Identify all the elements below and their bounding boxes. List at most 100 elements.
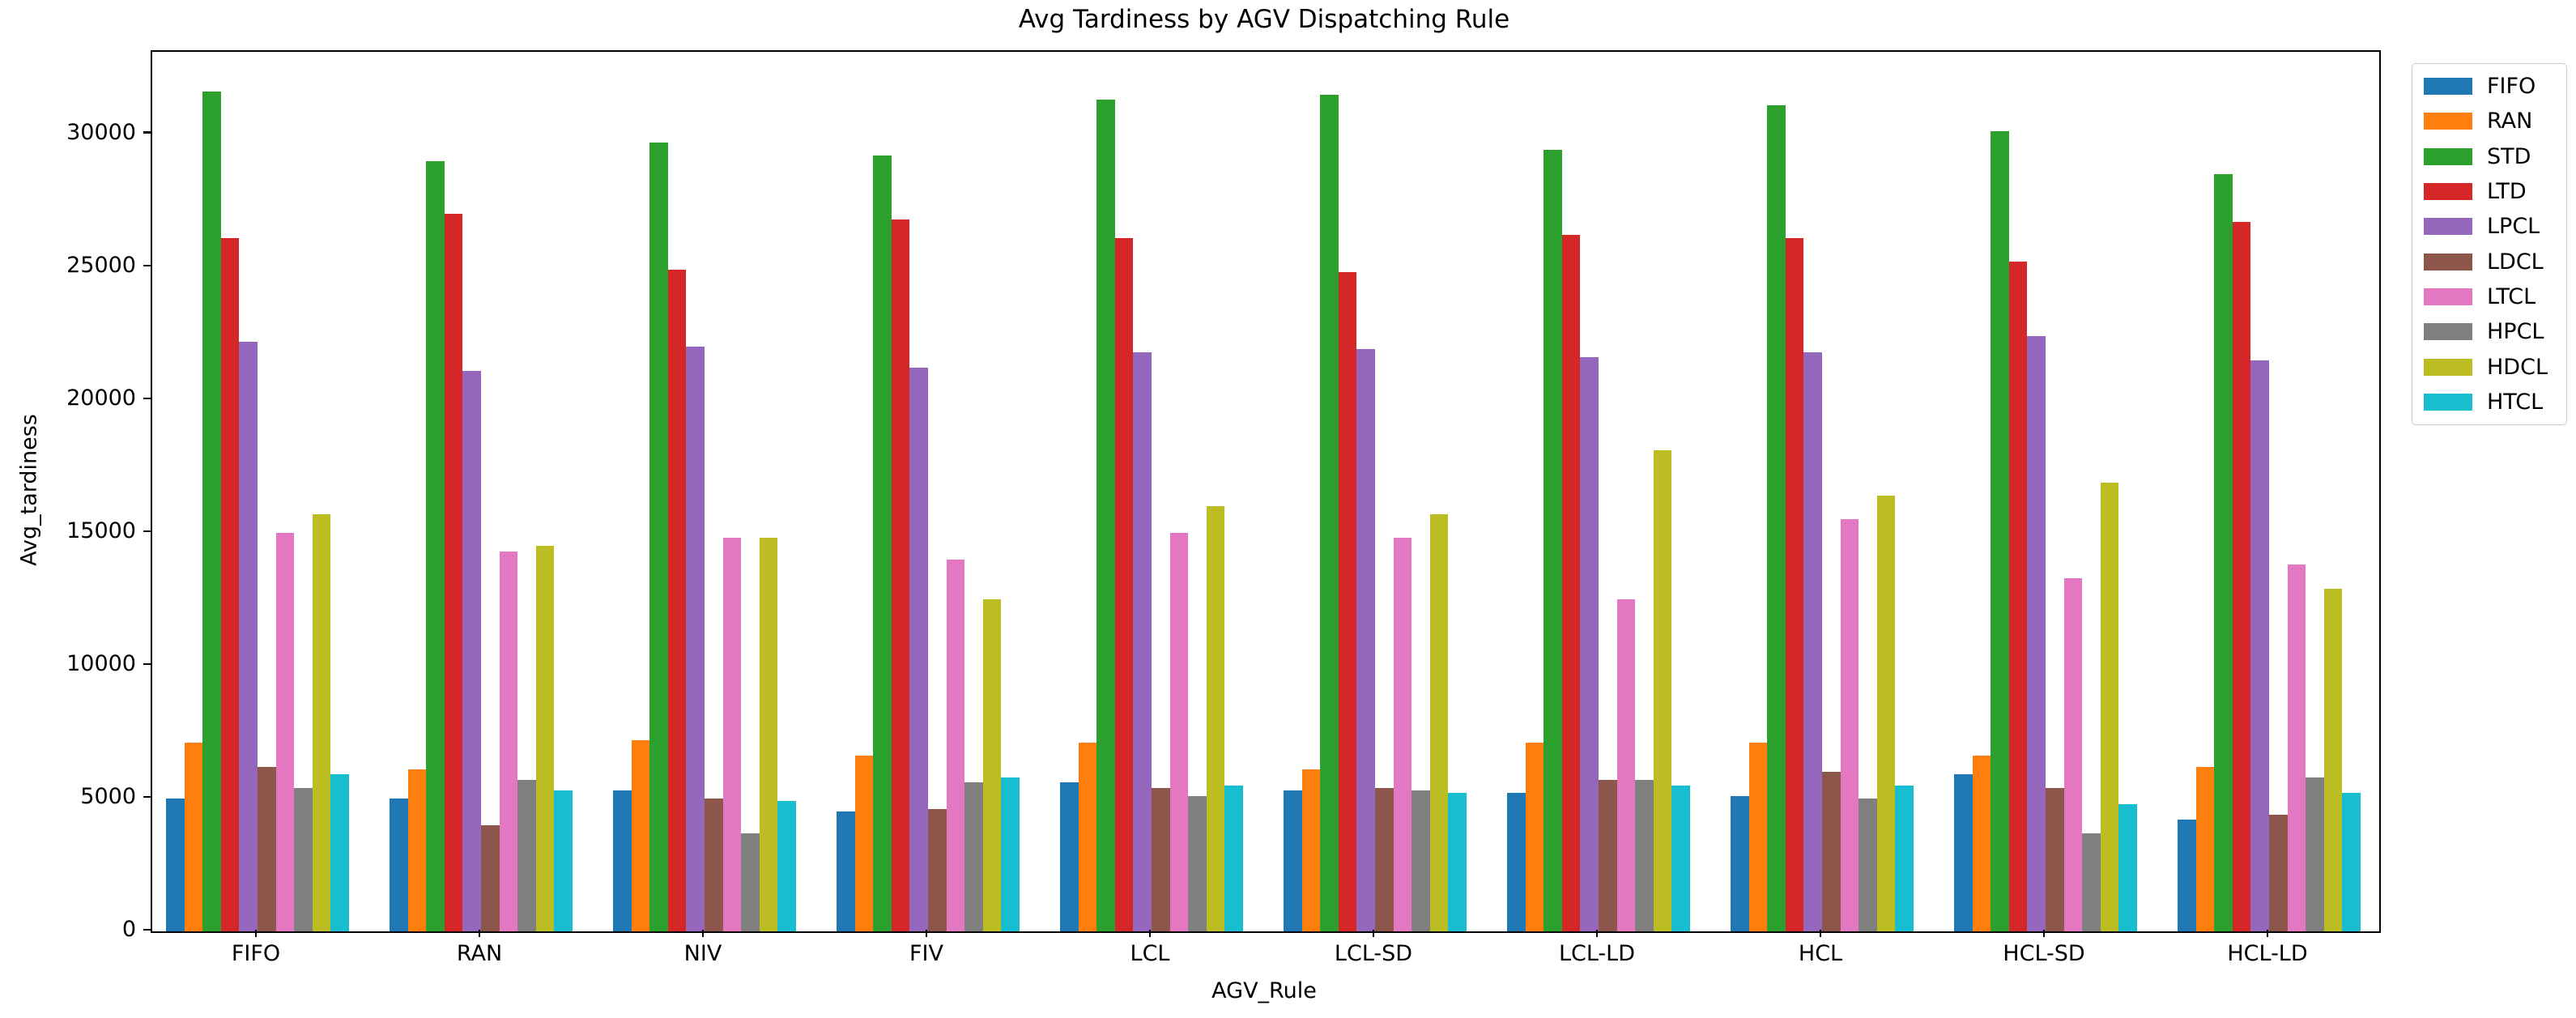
chart-title: Avg Tardiness by AGV Dispatching Rule xyxy=(1018,5,1510,34)
x-tick-mark xyxy=(1595,930,1599,937)
y-tick-mark xyxy=(143,264,151,266)
legend-swatch-HDCL xyxy=(2424,358,2472,376)
bar-LTD-HCL xyxy=(1785,237,1804,931)
x-tick-label: RAN xyxy=(456,941,503,966)
bar-HTCL-LCL-SD xyxy=(1448,793,1467,931)
bar-FIFO-HCL-SD xyxy=(1954,774,1973,931)
legend-swatch-RAN xyxy=(2424,113,2472,130)
bar-STD-HCL-LD xyxy=(2214,173,2233,931)
bar-LTCL-FIFO xyxy=(275,532,295,931)
bar-RAN-HCL xyxy=(1748,743,1768,931)
x-tick-mark xyxy=(925,930,928,937)
bar-HDCL-LCL xyxy=(1206,506,1225,931)
legend-entry-LTCL: LTCL xyxy=(2412,280,2566,313)
bar-RAN-FIFO xyxy=(184,743,203,931)
y-axis-label: Avg_tardiness xyxy=(16,414,42,566)
bar-LDCL-LCL-LD xyxy=(1599,780,1617,931)
x-tick-mark xyxy=(254,930,258,937)
bar-FIFO-FIV xyxy=(837,811,855,931)
bar-STD-FIFO xyxy=(202,92,221,931)
bar-HPCL-HCL-SD xyxy=(2082,833,2101,931)
bar-HDCL-HCL xyxy=(1876,495,1896,931)
bar-HTCL-HCL xyxy=(1895,785,1914,931)
x-tick-mark xyxy=(478,930,481,937)
bar-STD-FIV xyxy=(873,155,892,931)
bar-HDCL-FIV xyxy=(982,598,1002,931)
bar-LPCL-HCL-LD xyxy=(2250,360,2269,931)
bar-RAN-LCL-LD xyxy=(1525,743,1544,931)
y-tick-mark xyxy=(143,795,151,799)
bar-HTCL-NIV xyxy=(777,801,796,931)
bar-HTCL-LCL-LD xyxy=(1671,785,1690,931)
y-tick-label: 10000 xyxy=(66,650,136,676)
bar-STD-HCL-SD xyxy=(1991,131,2009,931)
bar-LDCL-LCL-SD xyxy=(1375,787,1394,931)
bar-FIFO-NIV xyxy=(613,790,632,931)
bar-LDCL-HCL xyxy=(1822,772,1841,931)
bar-LTCL-LCL xyxy=(1169,532,1189,931)
legend-entry-HTCL: HTCL xyxy=(2412,385,2566,418)
bar-LDCL-HCL-SD xyxy=(2046,787,2064,931)
bar-FIFO-LCL-SD xyxy=(1284,790,1302,931)
x-tick-mark xyxy=(1372,930,1375,937)
bar-LPCL-RAN xyxy=(462,370,481,931)
x-tick-label: HCL-SD xyxy=(2003,941,2085,966)
bar-LTCL-LCL-SD xyxy=(1393,538,1412,931)
x-tick-label: LCL-LD xyxy=(1558,941,1636,966)
bar-LTD-FIV xyxy=(891,219,910,931)
bar-LTD-HCL-SD xyxy=(2008,262,2028,931)
bar-LPCL-HCL-SD xyxy=(2027,336,2046,931)
legend-entry-FIFO: FIFO xyxy=(2412,70,2566,103)
legend-label: LPCL xyxy=(2487,214,2540,240)
bar-LTD-HCL-LD xyxy=(2232,221,2251,931)
bar-HDCL-LCL-LD xyxy=(1653,450,1672,931)
legend-label: LTCL xyxy=(2487,283,2536,309)
bar-LTCL-FIV xyxy=(946,559,965,931)
bar-RAN-NIV xyxy=(631,739,650,931)
bar-LPCL-HCL xyxy=(1803,351,1822,931)
y-tick-label: 30000 xyxy=(66,119,136,145)
bar-STD-HCL xyxy=(1767,104,1786,931)
bar-LTD-FIFO xyxy=(220,237,240,931)
bar-LTCL-RAN xyxy=(499,551,518,931)
bar-RAN-FIV xyxy=(854,756,874,931)
x-tick-mark xyxy=(2266,930,2269,937)
bar-LDCL-RAN xyxy=(481,824,500,931)
bar-HPCL-LCL xyxy=(1188,795,1207,931)
legend-swatch-LTCL xyxy=(2424,288,2472,305)
bar-LTD-RAN xyxy=(444,214,463,931)
legend-swatch-HPCL xyxy=(2424,323,2472,341)
bar-LTCL-LCL-LD xyxy=(1616,598,1636,931)
x-tick-label: LCL-SD xyxy=(1334,941,1413,966)
bar-FIFO-LCL-LD xyxy=(1507,793,1526,931)
y-tick-mark xyxy=(143,530,151,533)
bar-LTD-LCL xyxy=(1114,237,1134,931)
y-tick-mark xyxy=(143,131,151,134)
bar-FIFO-RAN xyxy=(390,798,408,931)
bar-HDCL-HCL-LD xyxy=(2323,588,2343,931)
bar-HTCL-HCL-LD xyxy=(2342,793,2361,931)
legend-label: LDCL xyxy=(2487,249,2544,275)
legend-label: STD xyxy=(2487,143,2531,169)
legend-swatch-LTD xyxy=(2424,183,2472,201)
bar-LPCL-NIV xyxy=(686,347,705,931)
x-tick-label: HCL-LD xyxy=(2227,941,2308,966)
bar-HTCL-FIV xyxy=(1001,777,1020,931)
legend-swatch-STD xyxy=(2424,147,2472,165)
legend-label: FIFO xyxy=(2487,74,2536,100)
y-tick-label: 20000 xyxy=(66,385,136,411)
bar-LTCL-NIV xyxy=(722,538,742,931)
bar-STD-NIV xyxy=(649,142,668,931)
bar-STD-LCL-LD xyxy=(1543,150,1562,931)
bar-LTCL-HCL-LD xyxy=(2287,564,2306,931)
x-tick-mark xyxy=(1819,930,1822,937)
bar-HPCL-HCL-LD xyxy=(2306,777,2324,931)
bar-LPCL-LCL-SD xyxy=(1356,349,1375,931)
bar-LTD-NIV xyxy=(667,270,687,931)
legend-label: HPCL xyxy=(2487,319,2544,345)
x-tick-mark xyxy=(701,930,705,937)
bar-HDCL-NIV xyxy=(759,538,778,931)
legend-entry-LTD: LTD xyxy=(2412,176,2566,208)
bar-FIFO-FIFO xyxy=(166,798,185,931)
